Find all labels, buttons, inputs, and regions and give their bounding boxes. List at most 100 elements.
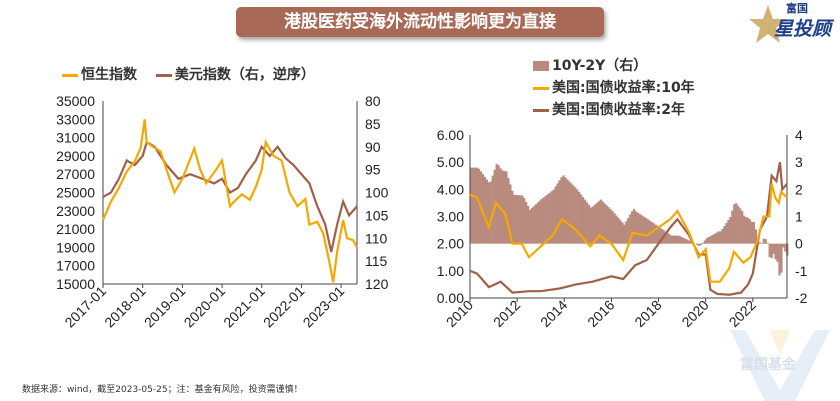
- x-tick-label: 2022-01: [260, 283, 308, 331]
- spread-bar: [605, 205, 608, 244]
- x-tick-label: 2016: [584, 297, 617, 330]
- spread-bar: [686, 239, 689, 244]
- spread-bar: [540, 198, 543, 244]
- spread-bar: [774, 243, 777, 260]
- spread-bar: [668, 234, 671, 244]
- x-tick-label: 2018: [631, 297, 664, 330]
- y2-tick-label: 3: [795, 154, 803, 170]
- spread-bar: [634, 211, 638, 244]
- spread-bar: [481, 174, 485, 244]
- legend-label-2y: 美国:国债收益率:2年: [552, 102, 685, 118]
- y-tick-label: 6.00: [437, 127, 464, 143]
- spread-bar: [548, 192, 551, 244]
- spread-bar: [776, 243, 779, 262]
- y-tick-label: 31000: [56, 130, 95, 146]
- spread-bar: [503, 170, 506, 244]
- right-legend: 10Y-2Y（右） 美国:国债收益率:10年 美国:国债收益率:2年: [533, 55, 695, 121]
- spread-bar: [550, 191, 553, 244]
- spread-bar: [538, 200, 542, 244]
- spread-bar: [546, 194, 549, 244]
- x-tick-label: 2012: [490, 297, 523, 330]
- y-tick-label: 15000: [56, 276, 95, 292]
- spread-bar: [591, 206, 595, 244]
- spread-bar: [733, 204, 736, 244]
- spread-bar: [672, 235, 675, 244]
- spread-bar: [703, 240, 706, 244]
- spread-bar: [758, 242, 761, 244]
- spread-bar: [487, 182, 490, 244]
- spread-bar: [719, 231, 722, 244]
- spread-bar: [578, 191, 581, 244]
- spread-bar: [570, 183, 573, 244]
- watermark-logo: [730, 330, 830, 401]
- y2-tick-label: 100: [365, 185, 389, 201]
- spread-bar: [603, 203, 606, 244]
- spread-bar: [556, 183, 559, 244]
- spread-bar: [674, 235, 677, 244]
- y2-tick-label: 115: [365, 253, 388, 269]
- legend-swatch-spread: [533, 61, 549, 71]
- spread-bar: [587, 204, 591, 244]
- y-tick-label: 23000: [56, 203, 95, 219]
- spread-bar: [723, 225, 726, 244]
- spread-bar: [682, 237, 685, 244]
- spread-bar: [515, 194, 518, 244]
- spread-bar: [621, 222, 624, 244]
- spread-bar: [544, 195, 547, 244]
- spread-bar: [607, 207, 610, 244]
- spread-bar: [470, 167, 473, 244]
- logo-text-2: 星投顾: [774, 18, 832, 40]
- spread-bar: [566, 179, 569, 244]
- spread-bar: [477, 168, 481, 244]
- spread-bar: [642, 216, 646, 244]
- spread-bar: [737, 205, 740, 244]
- legend-swatch-2y: [533, 108, 549, 112]
- y2-tick-label: 90: [365, 139, 381, 155]
- spread-bar: [572, 185, 575, 244]
- spread-bar: [542, 197, 545, 244]
- yield-10y-line: [469, 183, 788, 283]
- spread-bar: [534, 204, 538, 244]
- spread-bar: [739, 208, 742, 244]
- y-tick-label: 21000: [56, 221, 95, 237]
- spread-bar: [499, 168, 502, 244]
- x-tick-label: 2023-01: [300, 283, 348, 331]
- y2-tick-label: 0: [795, 236, 803, 252]
- y-tick-label: 1.00: [437, 263, 464, 279]
- spread-bar: [554, 186, 557, 244]
- spread-bar: [764, 239, 767, 244]
- spread-bar: [613, 213, 616, 244]
- yield-2y-line: [469, 161, 788, 296]
- spread-bar: [511, 190, 514, 244]
- spread-bar: [680, 236, 683, 244]
- spread-bar: [526, 205, 530, 244]
- x-tick-label: 2019-01: [141, 283, 189, 331]
- spread-bar: [501, 170, 504, 244]
- spread-bar: [595, 202, 598, 244]
- spread-bar: [615, 215, 618, 244]
- spread-bar: [521, 195, 524, 244]
- spread-bar: [617, 217, 620, 244]
- spread-bar: [485, 179, 488, 244]
- spread-bar: [536, 202, 540, 244]
- spread-bar: [528, 209, 532, 244]
- spread-bar: [748, 219, 752, 244]
- spread-bar: [583, 199, 587, 244]
- y-tick-label: 19000: [56, 239, 95, 255]
- y-tick-label: 4.00: [437, 181, 464, 197]
- spread-bar: [631, 211, 634, 244]
- spread-bar: [609, 209, 612, 244]
- spread-bar: [636, 212, 640, 244]
- spread-bar: [652, 223, 655, 244]
- y2-tick-label: 4: [795, 127, 803, 143]
- spread-bar: [654, 224, 657, 244]
- spread-bar: [593, 204, 597, 244]
- spread-bar: [471, 167, 475, 244]
- spread-bar: [701, 242, 705, 244]
- spread-bar: [579, 194, 583, 244]
- spread-bar: [523, 197, 526, 244]
- spread-bar: [491, 175, 494, 244]
- spread-bar: [524, 201, 528, 244]
- spread-bar: [784, 243, 787, 252]
- spread-bar: [768, 243, 771, 258]
